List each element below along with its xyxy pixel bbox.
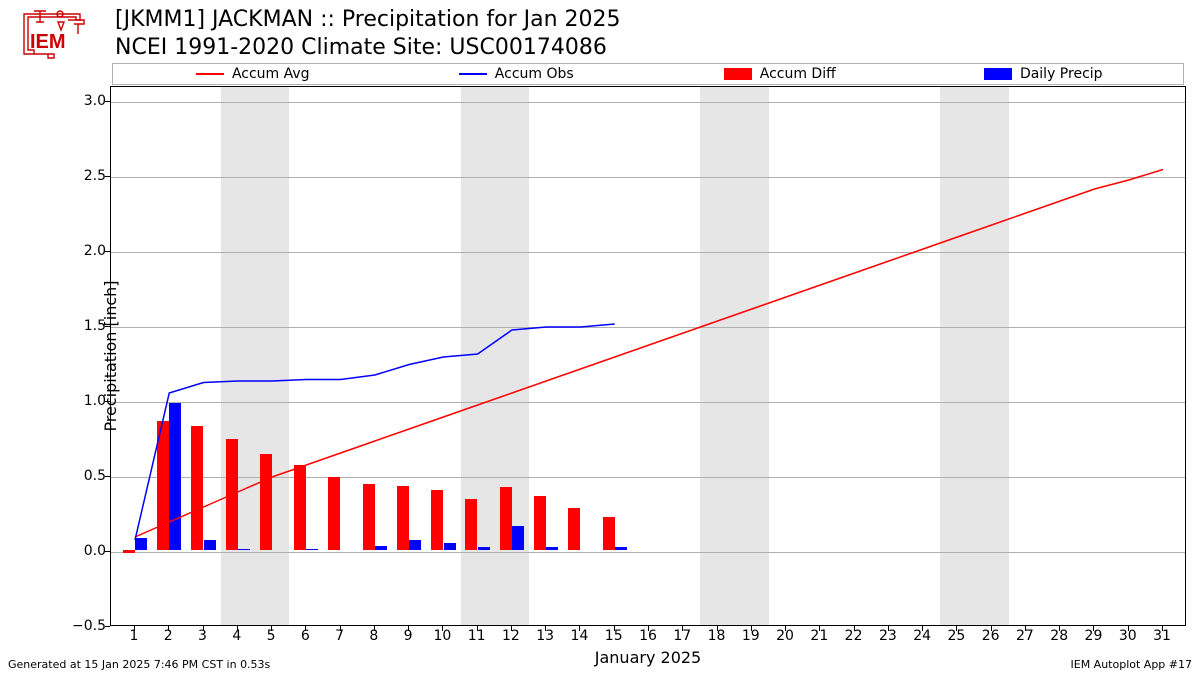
xtick-mark: [785, 626, 786, 631]
xtick-mark: [956, 626, 957, 631]
footer-appid: IEM Autoplot App #17: [1071, 658, 1193, 671]
x-axis-label: January 2025: [110, 648, 1186, 667]
line-layer: [111, 87, 1185, 625]
xtick-mark: [751, 626, 752, 631]
xtick-mark: [614, 626, 615, 631]
xtick-mark: [819, 626, 820, 631]
xtick-mark: [134, 626, 135, 631]
xtick-mark: [477, 626, 478, 631]
line-accum-obs: [135, 324, 615, 540]
xtick-mark: [682, 626, 683, 631]
xtick-mark: [442, 626, 443, 631]
ytick-mark: [105, 326, 110, 327]
xtick-mark: [374, 626, 375, 631]
xtick-mark: [271, 626, 272, 631]
ytick-label: −0.5: [56, 618, 106, 634]
legend-label: Accum Obs: [495, 66, 574, 82]
legend-item-accum-avg: Accum Avg: [121, 66, 385, 82]
xtick-mark: [922, 626, 923, 631]
xtick-mark: [648, 626, 649, 631]
xtick-mark: [991, 626, 992, 631]
xtick-mark: [237, 626, 238, 631]
legend-swatch: [724, 68, 752, 80]
xtick-mark: [854, 626, 855, 631]
ytick-label: 2.0: [56, 243, 106, 259]
legend-swatch: [459, 73, 487, 75]
ytick-label: 2.5: [56, 168, 106, 184]
legend-label: Accum Diff: [760, 66, 836, 82]
ytick-mark: [105, 101, 110, 102]
iem-logo-svg: IEM: [6, 6, 96, 61]
xtick-mark: [1059, 626, 1060, 631]
ytick-label: 1.5: [56, 318, 106, 334]
legend-item-daily-precip: Daily Precip: [912, 66, 1176, 82]
legend-item-accum-diff: Accum Diff: [648, 66, 912, 82]
xtick-mark: [545, 626, 546, 631]
iem-logo: IEM: [6, 6, 96, 61]
svg-text:IEM: IEM: [30, 31, 66, 53]
legend-swatch: [984, 68, 1012, 80]
xtick-mark: [1128, 626, 1129, 631]
xtick-mark: [1025, 626, 1026, 631]
ytick-label: 1.0: [56, 393, 106, 409]
chart-title: [JKMM1] JACKMAN :: Precipitation for Jan…: [115, 6, 621, 61]
title-line2: NCEI 1991-2020 Climate Site: USC00174086: [115, 34, 621, 62]
xtick-mark: [1162, 626, 1163, 631]
xtick-mark: [717, 626, 718, 631]
ytick-label: 0.0: [56, 543, 106, 559]
xtick-mark: [340, 626, 341, 631]
xtick-mark: [168, 626, 169, 631]
ytick-mark: [105, 551, 110, 552]
footer-generated: Generated at 15 Jan 2025 7:46 PM CST in …: [8, 658, 270, 671]
legend-item-accum-obs: Accum Obs: [385, 66, 649, 82]
line-accum-avg: [135, 170, 1163, 538]
legend-label: Accum Avg: [232, 66, 310, 82]
xtick-mark: [511, 626, 512, 631]
xtick-mark: [888, 626, 889, 631]
legend: Accum Avg Accum Obs Accum Diff Daily Pre…: [112, 63, 1184, 85]
legend-swatch: [196, 73, 224, 75]
plot-area: [110, 86, 1186, 626]
ytick-mark: [105, 401, 110, 402]
xtick-mark: [579, 626, 580, 631]
ytick-label: 3.0: [56, 93, 106, 109]
ytick-mark: [105, 626, 110, 627]
xtick-mark: [1093, 626, 1094, 631]
ytick-mark: [105, 176, 110, 177]
xtick-mark: [305, 626, 306, 631]
legend-label: Daily Precip: [1020, 66, 1103, 82]
xtick-mark: [408, 626, 409, 631]
ytick-mark: [105, 251, 110, 252]
ytick-label: 0.5: [56, 468, 106, 484]
ytick-mark: [105, 476, 110, 477]
xtick-mark: [203, 626, 204, 631]
title-line1: [JKMM1] JACKMAN :: Precipitation for Jan…: [115, 6, 621, 34]
